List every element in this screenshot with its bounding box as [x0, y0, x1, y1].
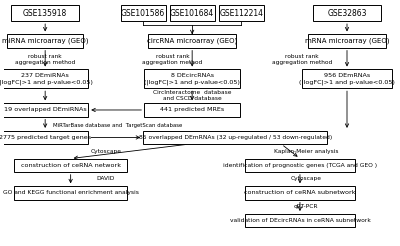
FancyBboxPatch shape [14, 186, 128, 200]
Text: qRT-PCR: qRT-PCR [294, 204, 318, 209]
Text: 441 predicted MREs: 441 predicted MREs [160, 108, 224, 112]
Text: identification of prognostic genes (TCGA and GEO ): identification of prognostic genes (TCGA… [223, 163, 377, 168]
Text: GSE135918: GSE135918 [23, 9, 67, 18]
Text: Cytoscape: Cytoscape [90, 149, 122, 154]
FancyBboxPatch shape [170, 5, 215, 21]
Text: robust rank
aggregation method: robust rank aggregation method [142, 54, 203, 65]
Text: GSE101586: GSE101586 [121, 9, 165, 18]
Text: Cytoscape: Cytoscape [290, 176, 321, 182]
Text: Kaplan-Meier analysis: Kaplan-Meier analysis [274, 149, 338, 154]
Text: GSE112214: GSE112214 [219, 9, 263, 18]
FancyBboxPatch shape [121, 5, 166, 21]
Text: GSE101684: GSE101684 [170, 9, 214, 18]
FancyBboxPatch shape [144, 103, 240, 117]
Text: validation of DEcircRNAs in ceRNA subnetwork: validation of DEcircRNAs in ceRNA subnet… [230, 218, 370, 223]
FancyBboxPatch shape [2, 131, 88, 144]
Text: miRNA microarray (GEO): miRNA microarray (GEO) [2, 38, 88, 44]
Text: GO and KEGG functional enrichment analysis: GO and KEGG functional enrichment analys… [3, 190, 138, 195]
FancyBboxPatch shape [2, 103, 88, 117]
FancyBboxPatch shape [308, 34, 386, 48]
Text: GSE32863: GSE32863 [327, 9, 367, 18]
Text: MiRTarBase database and  TargetScan database: MiRTarBase database and TargetScan datab… [53, 123, 182, 128]
FancyBboxPatch shape [2, 69, 88, 88]
Text: 19 overlapped DEmiRNAs: 19 overlapped DEmiRNAs [4, 108, 86, 112]
FancyBboxPatch shape [7, 34, 83, 48]
FancyBboxPatch shape [219, 5, 264, 21]
FancyBboxPatch shape [245, 159, 355, 172]
Text: robust rank
aggregation method: robust rank aggregation method [15, 54, 75, 65]
Text: mRNA microarray (GEO): mRNA microarray (GEO) [305, 38, 389, 44]
Text: 85 overlapped DEmRNAs (32 up-regulated / 53 down-regulated): 85 overlapped DEmRNAs (32 up-regulated /… [139, 135, 332, 140]
Text: CircInteractome  database
and CSCD database: CircInteractome database and CSCD databa… [153, 90, 232, 101]
Text: 2775 predicted target genes: 2775 predicted target genes [0, 135, 91, 140]
FancyBboxPatch shape [11, 5, 80, 21]
FancyBboxPatch shape [144, 69, 240, 88]
FancyBboxPatch shape [313, 5, 381, 21]
FancyBboxPatch shape [245, 186, 355, 200]
Text: construction of ceRNA network: construction of ceRNA network [21, 163, 121, 168]
FancyBboxPatch shape [148, 34, 236, 48]
Text: circRNA microarray (GEO): circRNA microarray (GEO) [147, 38, 237, 44]
Text: 8 DEcircRNAs
(|logFC|>1 and p-value<0.05): 8 DEcircRNAs (|logFC|>1 and p-value<0.05… [144, 73, 240, 85]
FancyBboxPatch shape [302, 69, 392, 88]
FancyBboxPatch shape [143, 131, 327, 144]
Text: 956 DEmRNAs
(|logFC|>1 and p-value<0.05): 956 DEmRNAs (|logFC|>1 and p-value<0.05) [299, 73, 395, 85]
Text: DAVID: DAVID [97, 176, 115, 182]
FancyBboxPatch shape [245, 214, 355, 227]
Text: construction of ceRNA subnetwork: construction of ceRNA subnetwork [244, 190, 356, 195]
Text: robust rank
aggregation method: robust rank aggregation method [272, 54, 332, 65]
FancyBboxPatch shape [14, 159, 128, 172]
Text: 237 DEmiRNAs
(|logFC|>1 and p-value<0.05): 237 DEmiRNAs (|logFC|>1 and p-value<0.05… [0, 73, 93, 85]
